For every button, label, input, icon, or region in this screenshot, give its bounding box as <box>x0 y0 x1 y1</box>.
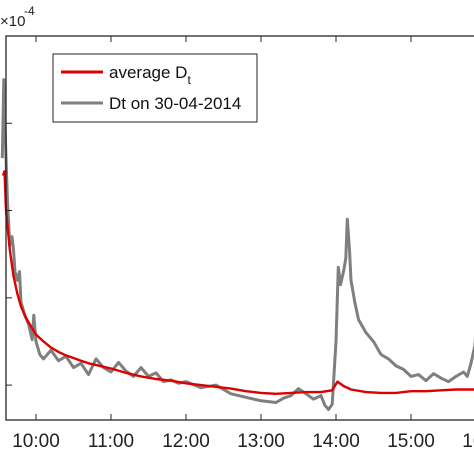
series-line-average-dt <box>1 170 474 395</box>
x-tick-label-2: 12:00 <box>162 431 210 452</box>
y-exponent-prefix: ×10 <box>0 13 25 30</box>
x-tick-label-5: 15:00 <box>387 431 435 452</box>
legend-box <box>52 53 258 123</box>
legend-label-average-main: average D <box>109 63 187 82</box>
x-tick-label-3: 13:00 <box>237 431 285 452</box>
plot-frame <box>5 35 474 421</box>
x-tick-label-6: 16:00 <box>462 431 474 452</box>
x-tick-label-1: 11:00 <box>88 431 134 452</box>
legend: average Dt Dt on 30-04-2014 <box>52 53 258 123</box>
legend-label-average: average Dt <box>109 63 191 87</box>
y-exponent-value: -4 <box>24 4 35 18</box>
x-tick-label-4: 14:00 <box>312 431 360 452</box>
series-line-dt-30-04-2014 <box>0 78 474 411</box>
series-layer <box>0 78 474 411</box>
tick-layer: 10:00 11:00 12:00 13:00 14:00 15:00 16:00 <box>6 36 474 452</box>
x-tick-label-0: 10:00 <box>12 431 60 452</box>
legend-label-average-subscript: t <box>187 73 191 87</box>
legend-label-dt: Dt on 30-04-2014 <box>109 94 241 113</box>
